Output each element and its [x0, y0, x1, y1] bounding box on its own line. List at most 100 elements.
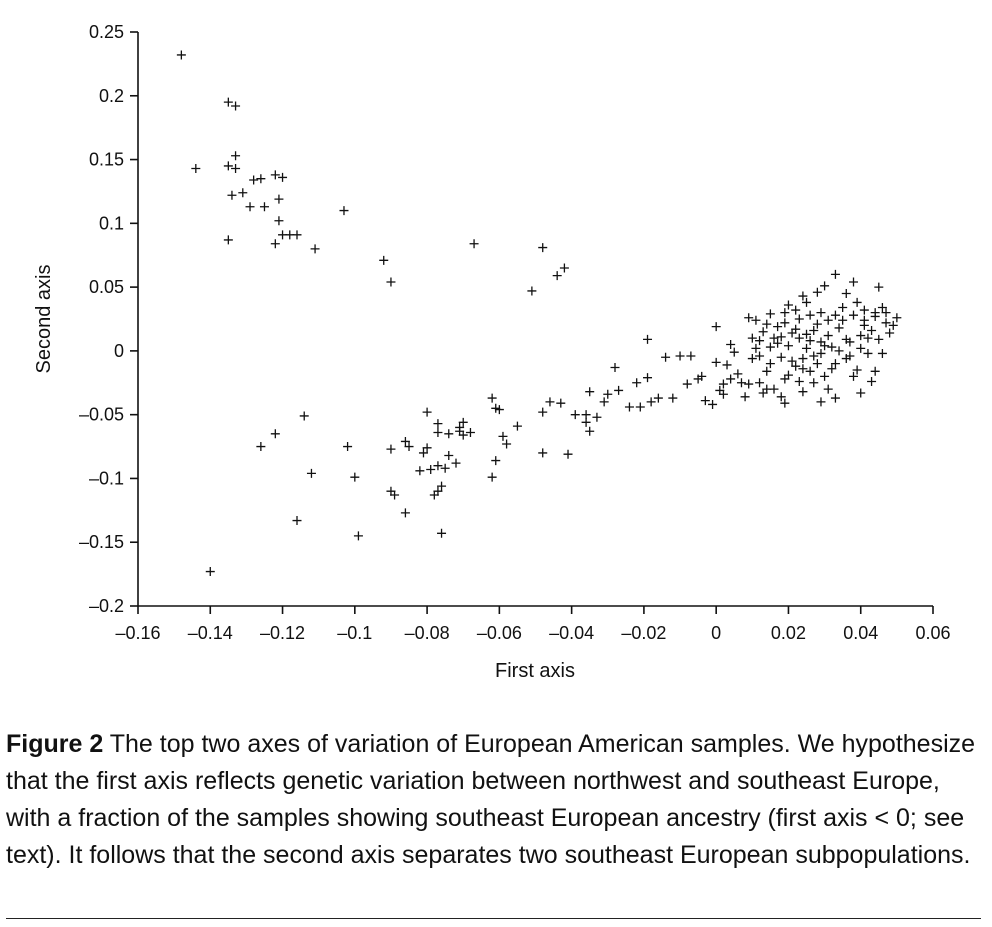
data-point: [849, 310, 858, 320]
data-point: [729, 347, 739, 357]
data-point: [585, 387, 595, 397]
data-point: [805, 366, 815, 376]
data-point: [527, 286, 537, 296]
data-point: [856, 343, 866, 353]
data-point: [223, 161, 233, 171]
data-point: [231, 101, 241, 111]
data-point: [747, 333, 757, 343]
data-point: [812, 359, 822, 369]
y-tick-label: –0.05: [79, 405, 124, 425]
data-point: [830, 359, 840, 369]
data-point: [874, 334, 884, 344]
data-point: [415, 466, 425, 476]
data-point: [823, 384, 833, 394]
data-point: [433, 486, 443, 496]
data-point: [610, 362, 620, 372]
data-point: [433, 461, 443, 471]
data-point: [711, 322, 721, 332]
data-point: [491, 456, 501, 466]
data-point: [834, 346, 844, 356]
data-point: [422, 443, 432, 453]
data-point: [270, 429, 280, 439]
data-point: [859, 315, 869, 325]
data-point: [444, 450, 454, 460]
data-point: [830, 393, 840, 403]
data-point: [765, 359, 775, 369]
y-tick-label: 0.15: [89, 150, 124, 170]
data-point: [802, 329, 812, 339]
data-point: [278, 172, 288, 182]
data-point: [863, 348, 873, 358]
data-point: [812, 319, 822, 329]
data-point: [856, 331, 866, 341]
data-point: [820, 341, 830, 351]
figure-caption: Figure 2 The top two axes of variation o…: [6, 726, 981, 874]
scatter-chart: 0.25 0.2 0.15 0.1 0.05 0 –0.05 –0.1 –0.15 –0.2 –0…: [33, 22, 951, 682]
data-point: [227, 190, 237, 200]
data-point: [343, 442, 353, 452]
data-point: [783, 370, 793, 380]
data-point: [849, 371, 858, 381]
data-point: [487, 393, 497, 403]
data-point: [736, 378, 746, 388]
data-point: [592, 412, 602, 422]
data-point: [708, 399, 718, 409]
data-point: [758, 388, 768, 398]
data-point: [422, 407, 432, 417]
data-point: [653, 393, 663, 403]
y-tick-label: –0.15: [79, 532, 124, 552]
data-point: [820, 281, 830, 291]
data-point: [686, 351, 696, 361]
data-point: [885, 328, 895, 338]
data-point: [581, 417, 591, 427]
data-point: [755, 336, 765, 346]
data-point: [852, 365, 862, 375]
data-point: [552, 271, 562, 281]
data-point: [624, 402, 634, 412]
data-point: [881, 318, 891, 328]
data-point: [205, 567, 215, 577]
data-point: [538, 448, 548, 458]
data-point: [870, 308, 880, 318]
y-tick-label: 0.1: [99, 213, 124, 233]
data-point: [769, 333, 779, 343]
data-point: [849, 277, 858, 287]
y-tick-label: 0.05: [89, 277, 124, 297]
data-point: [780, 308, 790, 318]
data-point: [776, 352, 786, 362]
data-point: [870, 366, 880, 376]
data-point: [339, 206, 349, 216]
y-axis-title: Second axis: [33, 265, 55, 374]
data-point: [809, 378, 819, 388]
data-point: [270, 239, 280, 249]
data-point: [270, 170, 280, 180]
x-tick-label: 0.02: [771, 623, 806, 643]
data-point: [256, 174, 266, 184]
data-point: [751, 315, 761, 325]
x-tick-label: 0: [711, 623, 721, 643]
data-point: [802, 297, 812, 307]
data-point: [823, 331, 833, 341]
x-tick-label: –0.02: [621, 623, 666, 643]
data-point: [646, 397, 656, 407]
data-point: [299, 411, 309, 421]
data-point: [812, 287, 822, 297]
data-point: [223, 97, 233, 107]
data-point: [386, 444, 396, 454]
data-point: [798, 364, 808, 374]
data-point: [852, 297, 862, 307]
data-point: [841, 288, 851, 298]
data-point: [765, 342, 775, 352]
data-point: [722, 360, 732, 370]
y-tick-label: –0.1: [89, 468, 124, 488]
data-point: [502, 439, 512, 449]
data-point: [256, 442, 266, 452]
y-axis-ticks: 0.25 0.2 0.15 0.1 0.05 0 –0.05 –0.1 –0.15 –0.2: [79, 22, 138, 616]
data-point: [310, 244, 320, 254]
data-point: [816, 397, 826, 407]
data-point: [643, 373, 653, 383]
data-point: [881, 308, 891, 318]
data-point: [783, 300, 793, 310]
data-point: [773, 338, 783, 348]
data-point: [791, 361, 801, 371]
